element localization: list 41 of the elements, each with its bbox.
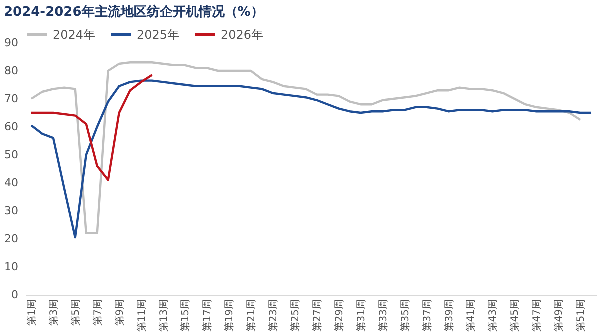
y-tick-label: 50 (4, 148, 18, 162)
x-tick-label: 第3周 (48, 300, 60, 326)
x-tick-label: 第47周 (531, 300, 544, 332)
x-tick-label: 第31周 (355, 300, 368, 332)
y-tick-label: 90 (4, 36, 18, 50)
x-tick-label: 第13周 (158, 300, 170, 332)
legend-label: 2024年 (53, 28, 96, 42)
x-tick-label: 第1周 (26, 300, 38, 326)
x-tick-label: 第51周 (575, 300, 588, 332)
y-tick-label: 10 (4, 260, 18, 274)
y-tick-label: 70 (4, 92, 18, 106)
chart-title: 2024-2026年主流地区纺企开机情况（%） (4, 4, 264, 20)
y-tick-label: 20 (4, 232, 18, 246)
x-tick-label: 第7周 (92, 300, 104, 326)
x-tick-label: 第23周 (268, 300, 280, 332)
x-tick-label: 第5周 (70, 300, 82, 326)
legend-label: 2025年 (137, 28, 180, 42)
x-tick-label: 第37周 (421, 300, 434, 332)
x-tick-label: 第21周 (246, 300, 258, 332)
legend-label: 2026年 (221, 28, 264, 42)
x-tick-label: 第17周 (202, 300, 214, 332)
y-tick-label: 80 (4, 64, 18, 78)
x-tick-label: 第11周 (136, 300, 148, 332)
x-tick-label: 第25周 (290, 300, 302, 332)
x-tick-label: 第49周 (553, 300, 566, 332)
x-tick-label: 第33周 (377, 300, 390, 332)
x-tick-label: 第35周 (399, 300, 412, 332)
line-series (30, 74, 154, 182)
y-tick-label: 40 (4, 176, 18, 190)
y-tick-label: 60 (4, 120, 18, 134)
x-tick-label: 第19周 (224, 300, 236, 332)
y-tick-label: 30 (4, 204, 18, 218)
x-tick-label: 第9周 (114, 300, 126, 326)
x-tick-label: 第41周 (465, 300, 478, 332)
x-tick-label: 第45周 (509, 300, 522, 332)
x-tick-label: 第15周 (180, 300, 192, 332)
y-tick-label: 0 (12, 288, 18, 302)
x-tick-label: 第39周 (443, 300, 456, 332)
x-tick-label: 第27周 (311, 300, 324, 332)
x-tick-label: 第43周 (487, 300, 500, 332)
x-tick-label: 第29周 (333, 300, 346, 332)
